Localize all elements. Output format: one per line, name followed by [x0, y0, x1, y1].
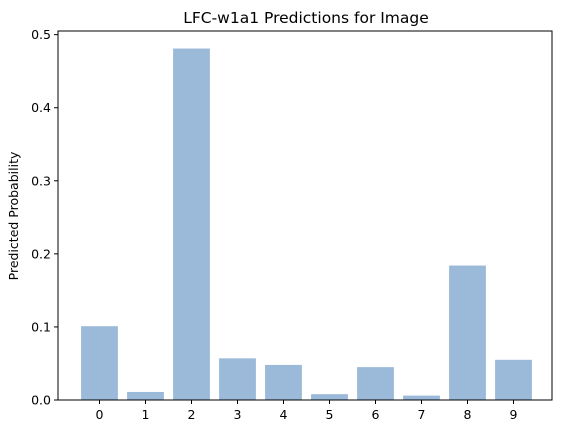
bar-9 [495, 359, 532, 400]
bars-group [81, 48, 532, 401]
bar-4 [265, 364, 302, 400]
y-tick-label: 0.3 [31, 173, 51, 188]
bar-5 [311, 394, 348, 400]
bar-0 [81, 326, 118, 400]
x-axis-ticks: 0 1 2 3 4 5 6 7 8 9 [96, 400, 518, 422]
bar-3 [219, 358, 256, 400]
x-tick-label: 2 [188, 407, 196, 422]
x-tick-label: 4 [280, 407, 288, 422]
x-tick-label: 8 [464, 407, 472, 422]
y-tick-label: 0.0 [31, 393, 51, 408]
x-tick-label: 7 [418, 407, 426, 422]
y-tick-label: 0.4 [31, 100, 51, 115]
x-tick-label: 3 [234, 407, 242, 422]
x-tick-label: 9 [510, 407, 518, 422]
x-tick-label: 0 [96, 407, 104, 422]
bar-1 [127, 391, 164, 400]
bar-7 [403, 395, 440, 400]
bar-6 [357, 367, 394, 400]
bar-8 [449, 265, 486, 400]
y-tick-label: 0.1 [31, 319, 51, 334]
x-tick-label: 5 [326, 407, 334, 422]
chart-title: LFC-w1a1 Predictions for Image [183, 9, 429, 27]
bar-2 [173, 48, 210, 401]
y-axis-ticks: 0.0 0.1 0.2 0.3 0.4 0.5 [31, 27, 58, 408]
x-tick-label: 6 [372, 407, 380, 422]
x-tick-label: 1 [142, 407, 150, 422]
y-tick-label: 0.2 [31, 246, 51, 261]
y-tick-label: 0.5 [31, 27, 51, 42]
y-axis-title: Predicted Probability [6, 151, 21, 280]
plot-area-frame [57, 30, 553, 401]
